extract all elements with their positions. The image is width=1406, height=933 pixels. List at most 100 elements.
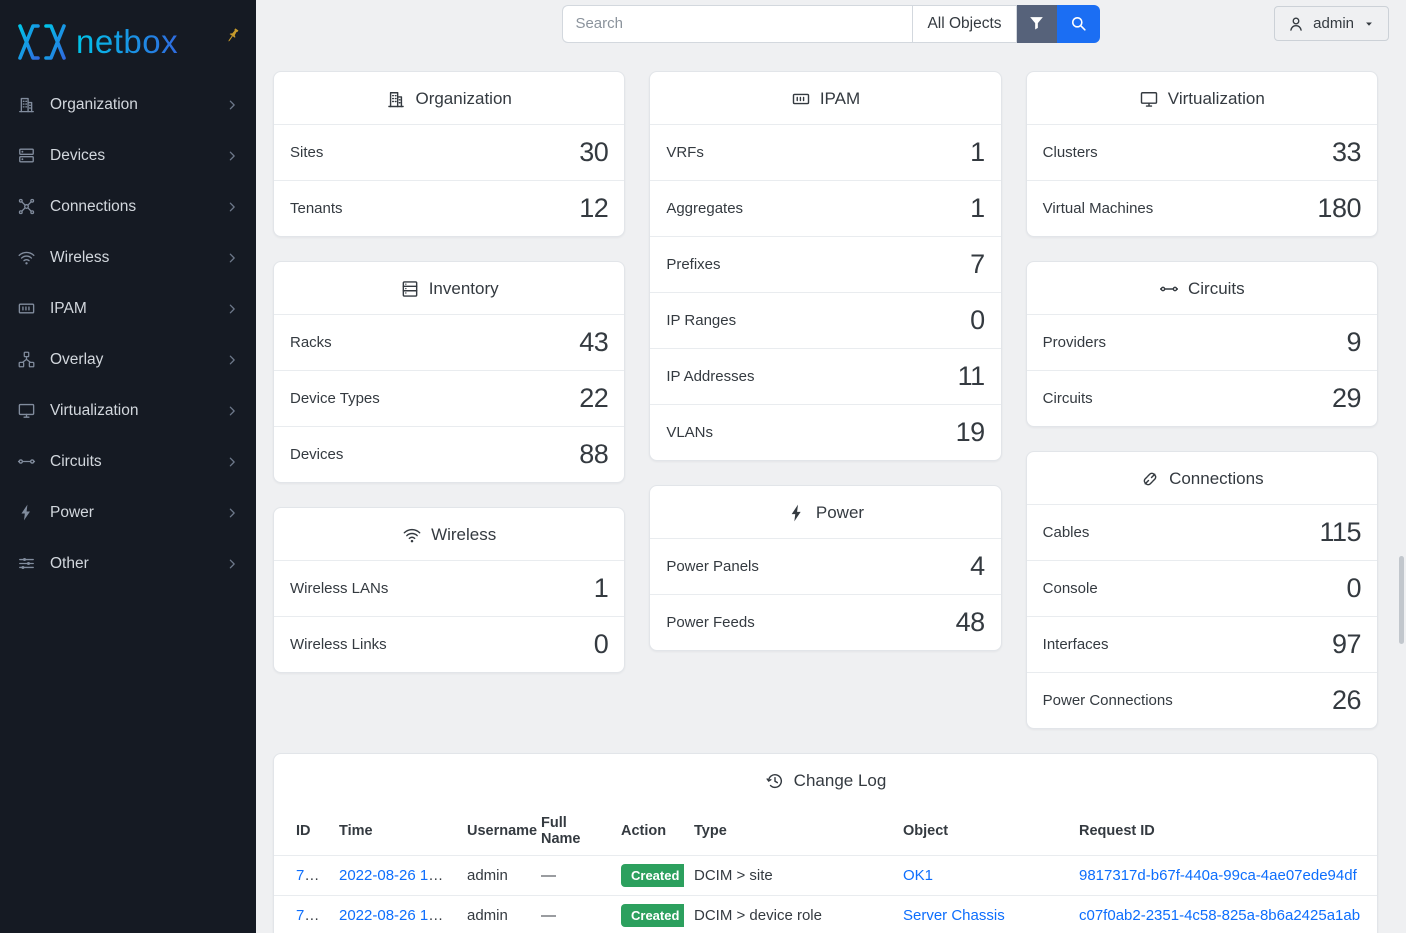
request-id-link[interactable]: c07f0ab2-2351-4c58-825a-8b6a2425a1ab [1079, 907, 1361, 924]
stat-label[interactable]: Aggregates [666, 200, 744, 217]
change-id-link[interactable]: 755 [296, 867, 322, 884]
search-input[interactable] [562, 4, 913, 43]
card-inventory: Inventory Racks 43 Device Types 22 Devic… [273, 261, 626, 483]
stat-label[interactable]: IP Ranges [666, 312, 737, 329]
stat-row-prefixes[interactable]: Prefixes 7 [650, 236, 1001, 292]
sidebar-item-ipam[interactable]: IPAM [0, 283, 256, 334]
stat-label[interactable]: VLANs [666, 424, 714, 441]
ipam-icon [17, 299, 36, 318]
stat-row-console[interactable]: Console 0 [1026, 560, 1377, 616]
stat-label[interactable]: Device Types [290, 390, 380, 407]
scrollbar-thumb[interactable] [1399, 556, 1404, 644]
sidebar-item-label: Other [50, 554, 89, 572]
stat-label[interactable]: Power Feeds [666, 614, 755, 631]
filter-button[interactable] [1016, 4, 1057, 43]
stat-row-circuits[interactable]: Circuits 29 [1026, 370, 1377, 426]
change-id-link[interactable]: 754 [296, 907, 322, 924]
stat-label[interactable]: Power Connections [1042, 692, 1173, 709]
stat-row-aggregates[interactable]: Aggregates 1 [650, 180, 1001, 236]
stat-row-sites[interactable]: Sites 30 [274, 124, 625, 180]
stat-value: 26 [1331, 685, 1362, 715]
stat-row-providers[interactable]: Providers 9 [1026, 314, 1377, 370]
card-header: Inventory [274, 262, 624, 314]
stat-row-tenants[interactable]: Tenants 12 [274, 180, 625, 236]
card-header: Change Log [274, 754, 1377, 806]
stat-row-interfaces[interactable]: Interfaces 97 [1026, 616, 1377, 672]
change-full-name: — [531, 855, 611, 896]
chevron-right-icon [225, 251, 239, 265]
sidebar-item-connections[interactable]: Connections [0, 181, 256, 232]
change-object-link[interactable]: OK1 [903, 867, 934, 884]
change-time-link[interactable]: 2022-08-26 14:22 [339, 867, 457, 884]
sidebar-item-circuits[interactable]: Circuits [0, 436, 256, 487]
sidebar-item-overlay[interactable]: Overlay [0, 334, 256, 385]
stat-label[interactable]: Interfaces [1042, 636, 1109, 653]
stat-label[interactable]: Devices [290, 446, 344, 463]
stat-label[interactable]: Racks [290, 334, 332, 351]
stat-row-racks[interactable]: Racks 43 [274, 314, 625, 370]
stat-label[interactable]: Cables [1042, 524, 1090, 541]
netbox-logo[interactable]: netbox [16, 22, 178, 62]
card-circuits: Circuits Providers 9 Circuits 29 [1025, 261, 1378, 427]
stat-label[interactable]: Console [1042, 580, 1098, 597]
stat-label[interactable]: Wireless LANs [290, 580, 389, 597]
change-object-link[interactable]: Server Chassis [903, 907, 1005, 924]
stat-row-ip-ranges[interactable]: IP Ranges 0 [650, 292, 1001, 348]
stat-row-power-feeds[interactable]: Power Feeds 48 [650, 594, 1001, 650]
stat-label[interactable]: Providers [1042, 334, 1107, 351]
stat-row-device-types[interactable]: Device Types 22 [274, 370, 625, 426]
stat-label[interactable]: Tenants [290, 200, 343, 217]
change-time-link[interactable]: 2022-08-26 14:17 [339, 907, 457, 924]
stat-label[interactable]: Circuits [1042, 390, 1093, 407]
sidebar-item-wireless[interactable]: Wireless [0, 232, 256, 283]
dashboard-column-1: Organization Sites 30 Tenants 12 Invento… [273, 71, 626, 673]
chevron-right-icon [225, 200, 239, 214]
object-type-select[interactable]: All Objects [912, 4, 1017, 43]
sidebar-item-organization[interactable]: Organization [0, 79, 256, 130]
other-icon [17, 554, 36, 573]
sidebar-item-other[interactable]: Other [0, 538, 256, 589]
sidebar-item-label: Circuits [50, 452, 102, 470]
stat-label[interactable]: IP Addresses [666, 368, 755, 385]
stat-label[interactable]: Power Panels [666, 558, 759, 575]
stat-row-vlans[interactable]: VLANs 19 [650, 404, 1001, 460]
main-area: All Objects admin Organization [256, 0, 1406, 933]
power-icon [787, 503, 807, 523]
card-organization: Organization Sites 30 Tenants 12 [273, 71, 626, 237]
stat-value: 43 [579, 327, 609, 357]
card-title: Wireless [431, 525, 497, 544]
search-button[interactable] [1056, 4, 1100, 43]
sidebar-item-virtualization[interactable]: Virtualization [0, 385, 256, 436]
card-connections: Connections Cables 115 Console 0 Interfa… [1025, 451, 1378, 729]
stat-row-wireless-links[interactable]: Wireless Links 0 [274, 616, 625, 672]
request-id-link[interactable]: 9817317d-b67f-440a-99ca-4ae07ede94df [1079, 867, 1357, 884]
stat-row-cables[interactable]: Cables 115 [1026, 504, 1377, 560]
stat-row-devices[interactable]: Devices 88 [274, 426, 625, 482]
sidebar-item-power[interactable]: Power [0, 487, 256, 538]
stat-row-power-connections[interactable]: Power Connections 26 [1026, 672, 1377, 728]
stat-row-power-panels[interactable]: Power Panels 4 [650, 538, 1001, 594]
stat-row-ip-addresses[interactable]: IP Addresses 11 [650, 348, 1001, 404]
user-menu-button[interactable]: admin [1274, 6, 1389, 41]
card-title: Power [815, 503, 865, 522]
stat-label[interactable]: VRFs [666, 144, 704, 161]
stat-label[interactable]: Virtual Machines [1042, 200, 1154, 217]
sidebar-item-devices[interactable]: Devices [0, 130, 256, 181]
stat-row-vrfs[interactable]: VRFs 1 [650, 124, 1001, 180]
stat-row-virtual-machines[interactable]: Virtual Machines 180 [1026, 180, 1377, 236]
card-title: Connections [1169, 469, 1264, 488]
chevron-right-icon [225, 149, 239, 163]
stat-label[interactable]: Clusters [1042, 144, 1098, 161]
sidebar-item-label: Connections [50, 197, 137, 215]
stat-label[interactable]: Prefixes [666, 256, 721, 273]
stat-row-wireless-lans[interactable]: Wireless LANs 1 [274, 560, 625, 616]
stat-label[interactable]: Wireless Links [290, 636, 387, 653]
organization-icon [386, 89, 406, 109]
ipam-icon [791, 89, 811, 109]
stat-row-clusters[interactable]: Clusters 33 [1026, 124, 1377, 180]
organization-icon [17, 95, 36, 114]
pin-sidebar-icon[interactable] [224, 26, 242, 44]
dashboard-content: Organization Sites 30 Tenants 12 Invento… [256, 47, 1406, 933]
stat-label[interactable]: Sites [290, 144, 324, 161]
stat-value: 12 [579, 193, 609, 223]
